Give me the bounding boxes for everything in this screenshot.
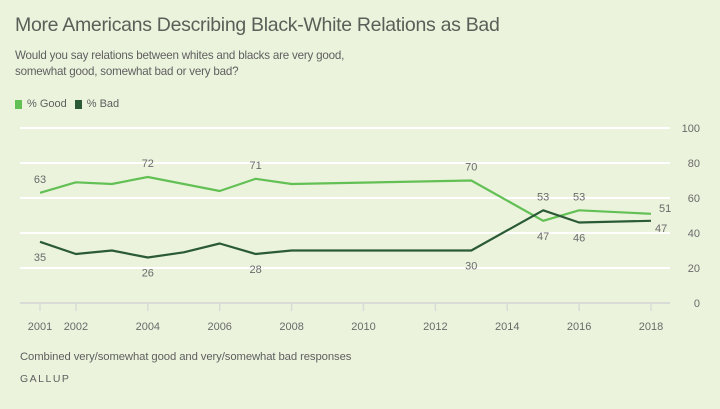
x-axis: 2001 2002 2004 2006 2008 2010 2012 2014 2016 2018 xyxy=(28,303,663,333)
chart-title: More Americans Describing Black-White Re… xyxy=(15,14,500,36)
legend-label-good: % Good xyxy=(27,98,67,110)
legend-swatch-good xyxy=(15,99,22,109)
legend-label-bad: % Bad xyxy=(86,98,120,110)
good-data-label: 47 xyxy=(537,231,549,243)
x-tick-label: 2016 xyxy=(567,321,591,333)
legend-item-bad: % Bad xyxy=(74,98,120,110)
good-line xyxy=(39,175,652,222)
bad-data-label: 28 xyxy=(250,264,262,276)
x-tick-label: 2012 xyxy=(423,321,447,333)
gallup-logo: GALLUP xyxy=(20,373,71,385)
y-axis: 0 20 40 60 80 100 xyxy=(682,123,700,310)
y-tick-label: 0 xyxy=(694,298,700,310)
good-data-label: 51 xyxy=(659,203,671,215)
x-tick-label: 2001 xyxy=(28,321,52,333)
legend-swatch-bad xyxy=(74,99,82,109)
good-data-label: 70 xyxy=(465,162,477,174)
bad-data-label: 30 xyxy=(465,261,477,273)
x-tick-label: 2010 xyxy=(351,321,375,333)
good-data-label: 53 xyxy=(573,191,585,203)
x-tick-label: 2018 xyxy=(639,321,663,333)
bad-data-label: 46 xyxy=(573,233,585,245)
bad-data-label: 26 xyxy=(142,268,154,280)
y-tick-label: 60 xyxy=(688,193,700,205)
y-tick-label: 100 xyxy=(682,123,700,135)
series-lines xyxy=(39,175,652,259)
bad-data-label: 35 xyxy=(34,252,46,264)
y-tick-label: 80 xyxy=(688,158,700,170)
data-labels: 63 72 71 70 47 53 51 35 26 28 30 53 46 47 xyxy=(34,158,671,280)
legend-item-good: % Good xyxy=(15,98,67,110)
y-tick-label: 20 xyxy=(688,263,700,275)
bad-line xyxy=(39,209,652,259)
x-tick-label: 2006 xyxy=(207,321,231,333)
bad-data-label: 53 xyxy=(537,191,549,203)
chart-subtitle: Would you say relations between whites a… xyxy=(15,49,345,78)
footnote: Combined very/somewhat good and very/som… xyxy=(20,351,352,363)
x-tick-label: 2004 xyxy=(136,321,160,333)
x-tick-label: 2002 xyxy=(64,321,88,333)
y-tick-label: 40 xyxy=(688,228,700,240)
x-tick-label: 2014 xyxy=(495,321,519,333)
x-tick-label: 2008 xyxy=(279,321,303,333)
bad-data-label: 47 xyxy=(655,223,667,235)
gridlines xyxy=(20,127,670,304)
good-data-label: 63 xyxy=(34,174,46,186)
good-data-label: 71 xyxy=(250,160,262,172)
legend: % Good % Bad xyxy=(15,98,127,110)
good-data-label: 72 xyxy=(142,158,154,170)
